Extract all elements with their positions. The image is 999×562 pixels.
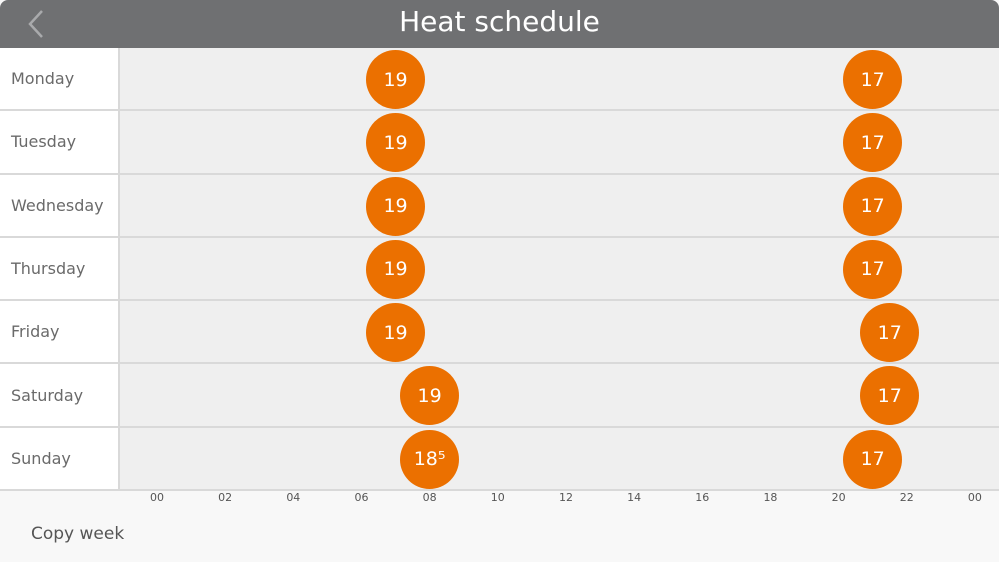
setpoint-marker[interactable]: 17: [860, 366, 920, 426]
axis-tick-label: 02: [218, 491, 233, 504]
schedule-grid: Monday 19 17 Tuesday 19 17 Wednesday 19 17 Thursd…: [0, 48, 999, 492]
copy-week-button[interactable]: Copy week: [31, 524, 125, 544]
setpoint-marker[interactable]: 19: [366, 113, 426, 173]
setpoint-marker[interactable]: 19: [366, 176, 426, 236]
day-label: Wednesday: [0, 174, 120, 236]
setpoint-marker[interactable]: 19: [366, 239, 426, 299]
axis-tick-label: 16: [695, 491, 710, 504]
axis-tick-label: 04: [286, 491, 301, 504]
setpoint-marker[interactable]: 17: [843, 113, 903, 173]
axis-tick-label: 08: [422, 491, 437, 504]
setpoint-marker[interactable]: 17: [860, 303, 920, 363]
day-label: Tuesday: [0, 111, 120, 173]
day-label: Friday: [0, 301, 120, 363]
setpoint-marker[interactable]: 19: [366, 303, 426, 363]
axis-tick-label: 20: [831, 491, 846, 504]
setpoint-marker[interactable]: 17: [843, 429, 903, 489]
setpoint-marker[interactable]: 17: [843, 239, 903, 299]
setpoint-marker[interactable]: 19: [366, 50, 426, 109]
day-label: Saturday: [0, 364, 120, 426]
setpoint-marker[interactable]: 18⁵: [400, 429, 460, 489]
header: Heat schedule: [0, 0, 999, 48]
setpoint-marker[interactable]: 19: [400, 366, 460, 426]
axis-tick-label: 12: [558, 491, 573, 504]
day-label: Sunday: [0, 427, 120, 490]
axis-tick-label: 06: [354, 491, 369, 504]
day-row: Sunday 18⁵ 17: [0, 427, 999, 492]
day-row: Thursday 19 17: [0, 237, 999, 302]
setpoint-marker[interactable]: 17: [843, 176, 903, 236]
axis-tick-label: 00: [967, 491, 982, 504]
time-axis: 00 02 04 06 08 10 12 14 16 18 20 22 00: [0, 491, 999, 505]
axis-tick-label: 22: [899, 491, 914, 504]
day-label: Monday: [0, 48, 120, 110]
day-row: Friday 19 17: [0, 301, 999, 365]
day-row: Saturday 19 17: [0, 364, 999, 428]
page-title: Heat schedule: [399, 5, 600, 38]
axis-tick-label: 14: [627, 491, 642, 504]
day-row: Wednesday 19 17: [0, 174, 999, 238]
axis-tick-label: 10: [490, 491, 505, 504]
axis-tick-label: 18: [763, 491, 778, 504]
day-row: Monday 19 17: [0, 48, 999, 112]
day-label: Thursday: [0, 237, 120, 300]
axis-tick-label: 00: [150, 491, 164, 504]
chevron-left-icon[interactable]: [24, 8, 54, 40]
day-row: Tuesday 19 17: [0, 111, 999, 175]
setpoint-marker[interactable]: 17: [843, 50, 903, 109]
